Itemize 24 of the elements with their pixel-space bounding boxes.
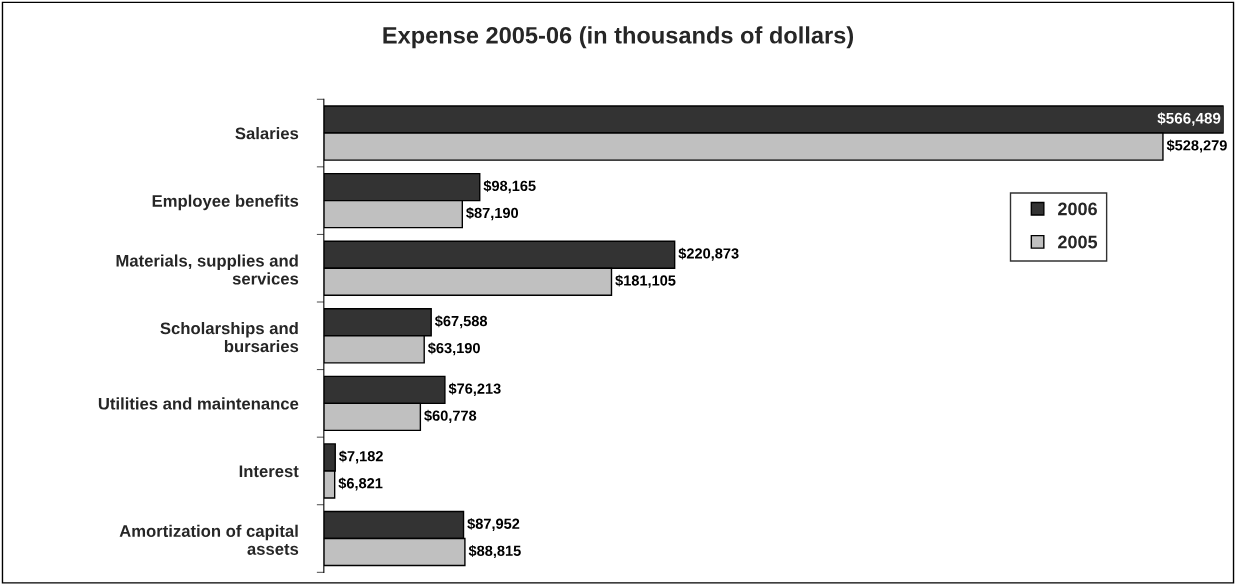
data-label: $181,105 [615,274,676,288]
data-label: $76,213 [448,382,501,396]
y-tick-label: Amortization of capital assets [119,524,299,555]
data-label: $87,190 [466,207,519,221]
y-tick-label: Utilities and maintenance [98,397,299,410]
y-tick-label: Scholarships and bursaries [160,321,299,353]
data-label: $6,821 [338,477,383,491]
data-label: $220,873 [678,247,739,261]
data-label: $60,778 [424,409,477,423]
data-label: $528,279 [1166,139,1227,153]
legend-label: 2006 [1058,202,1097,216]
data-label: $7,182 [339,450,383,464]
data-label: $67,588 [434,315,488,329]
data-label: $63,190 [427,342,480,356]
y-tick-label: Interest [239,465,299,478]
y-tick-label: Salaries [235,127,299,140]
chart-title: Expense 2005-06 (in thousands of dollars) [383,26,854,49]
y-tick-label: Employee benefits [152,194,299,211]
y-tick-label: Materials, supplies and services [116,254,299,285]
data-label: $88,815 [468,544,521,559]
data-label: $98,165 [483,180,536,194]
data-label: $566,489 [1157,112,1221,126]
legend-label: 2005 [1058,235,1098,249]
data-label: $87,952 [467,517,520,532]
